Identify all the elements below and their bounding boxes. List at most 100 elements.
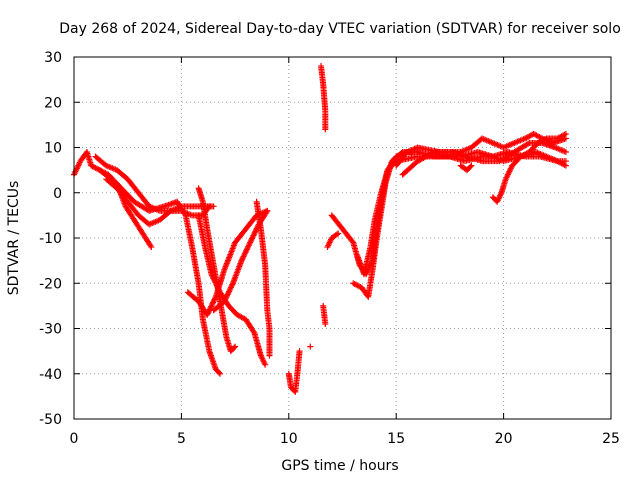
data-point (241, 252, 248, 259)
x-tick-label: 20 (495, 431, 513, 447)
data-point (238, 257, 245, 264)
data-point (245, 243, 252, 250)
series-track-t (489, 130, 569, 205)
series-track-j (285, 348, 303, 395)
data-point (250, 232, 257, 239)
data-point (251, 229, 258, 236)
data-point (209, 300, 216, 307)
y-tick-label: -50 (39, 412, 62, 428)
data-point (262, 361, 269, 368)
data-point (232, 343, 239, 350)
data-point (322, 126, 329, 133)
data-point (525, 140, 532, 147)
data-point (243, 247, 250, 254)
data-point (224, 292, 231, 299)
data-point (221, 298, 228, 305)
data-point (208, 303, 215, 310)
y-tick-label: 10 (44, 141, 62, 157)
y-tick-label: -10 (39, 231, 62, 247)
series-track-e (195, 185, 239, 355)
data-point (244, 245, 251, 252)
data-point (225, 288, 232, 295)
data-point (214, 283, 221, 290)
data-point (213, 280, 220, 287)
data-point (249, 235, 256, 242)
data-point (225, 289, 232, 296)
data-point (247, 238, 254, 245)
data-point (211, 296, 218, 303)
data-point (266, 352, 273, 359)
x-axis-label: GPS time / hours (281, 458, 398, 474)
data-point (212, 295, 219, 302)
data-point (245, 242, 252, 249)
data-point (215, 286, 222, 293)
data-point (210, 203, 217, 210)
data-point (322, 320, 329, 327)
x-tick-label: 0 (70, 431, 79, 447)
data-point (211, 278, 218, 285)
y-axis-label: SDTVAR / TECUs (6, 181, 22, 296)
series-track-m (307, 343, 314, 350)
plot-frame (73, 56, 612, 420)
series-track-o (324, 230, 342, 251)
data-point (205, 309, 212, 316)
data-point (222, 295, 229, 302)
data-point (562, 149, 569, 156)
series-track-s (399, 139, 569, 178)
y-tick-label: 20 (44, 95, 62, 111)
data-point (222, 296, 229, 303)
data-point (239, 254, 246, 261)
x-tick-label: 5 (177, 431, 186, 447)
data-point (248, 236, 255, 243)
data-point (207, 304, 214, 311)
data-point (223, 294, 230, 301)
data-point (249, 233, 256, 240)
x-tick-labels: 0 5 10 15 20 25 (70, 431, 620, 447)
data-point (204, 311, 211, 318)
data-point (241, 250, 248, 257)
grid-lines (74, 57, 611, 419)
data-point (263, 209, 270, 216)
data-point (215, 369, 222, 376)
series-track-p (350, 149, 569, 300)
series-track-l (320, 302, 329, 327)
data-point (246, 240, 253, 247)
data-point (250, 328, 257, 335)
data-point (217, 370, 224, 377)
data-point (208, 302, 215, 309)
data-point (213, 282, 220, 289)
data-point (467, 163, 474, 170)
x-tick-label: 15 (387, 431, 405, 447)
series-track-d (96, 167, 224, 377)
y-tick-labels: -50 -40 -30 -20 -10 0 10 20 30 (39, 50, 62, 428)
series-track-i (253, 198, 273, 359)
data-point (148, 244, 155, 251)
data-point (227, 284, 234, 291)
data-point (296, 348, 303, 355)
data-point (211, 276, 218, 283)
data-point (335, 230, 342, 237)
data-point (239, 256, 246, 263)
series-track-k (318, 63, 329, 133)
x-tick-label: 10 (280, 431, 298, 447)
data-point (231, 344, 238, 351)
data-point (227, 285, 234, 292)
data-point (562, 162, 569, 169)
data-point (468, 162, 475, 169)
data-point (204, 310, 211, 317)
data-point (208, 271, 215, 278)
data-marks (71, 63, 569, 395)
chart-title: Day 268 of 2024, Sidereal Day-to-day VTE… (59, 21, 621, 37)
data-point (209, 272, 216, 279)
data-point (210, 299, 217, 306)
data-point (181, 211, 188, 218)
data-point (307, 343, 314, 350)
data-point (247, 239, 254, 246)
data-point (226, 287, 233, 294)
data-point (212, 279, 219, 286)
data-point (251, 231, 258, 238)
data-point (215, 285, 222, 292)
data-point (562, 130, 569, 137)
data-point (240, 253, 247, 260)
